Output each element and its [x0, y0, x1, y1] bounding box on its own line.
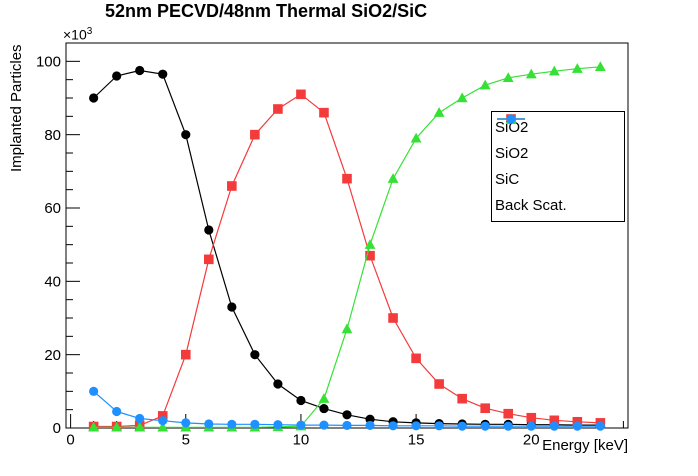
legend-item-sio2-thermal: SiO2 [492, 114, 624, 166]
y-axis-multiplier: ×103 [63, 26, 92, 43]
chart-title: 52nm PECVD/48nm Thermal SiO2/SiC [105, 1, 428, 21]
svg-text:0: 0 [66, 432, 74, 449]
y-axis-multiplier-exponent: 3 [86, 26, 93, 37]
svg-text:40: 40 [44, 274, 61, 291]
y-axis-title: Implanted Particles [8, 44, 25, 172]
svg-text:20: 20 [44, 347, 61, 364]
svg-text:10: 10 [293, 432, 310, 449]
legend-item-label: SiO2 [495, 118, 529, 136]
legend-item-label: SiO2 [495, 144, 529, 162]
svg-text:0: 0 [53, 420, 61, 437]
svg-text:15: 15 [408, 432, 425, 449]
svg-text:80: 80 [44, 127, 61, 144]
svg-text:60: 60 [44, 200, 61, 217]
x-axis-title: Energy [keV] [542, 437, 628, 454]
svg-text:20: 20 [523, 432, 540, 449]
circle-marker-icon [497, 114, 525, 124]
svg-text:100: 100 [36, 54, 61, 71]
svg-text:5: 5 [182, 432, 190, 449]
legend-item-label: SiC [495, 171, 520, 189]
legend-item-sic: SiC [492, 113, 624, 192]
legend-item-label: Back Scat. [495, 197, 567, 215]
y-axis-multiplier-base: ×10 [63, 26, 87, 43]
legend: SiO2 SiO2 SiC Back Scat. [491, 111, 625, 222]
legend-item-backscatter: Back Scat. [492, 114, 624, 218]
